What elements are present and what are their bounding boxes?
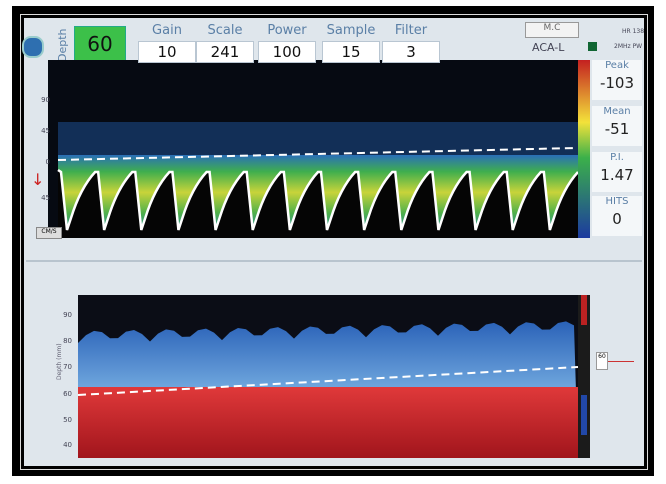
field-value: 241 [196,41,254,63]
axis-label: 40 [52,441,72,449]
spectrogram [48,60,590,238]
axis-label: 45 [30,194,50,202]
index-label: Mean [592,106,642,120]
unit-label: CM/S [36,227,62,239]
field-value: 3 [382,41,440,63]
m-mode-axis-title: Depth (mm) [56,343,63,380]
axis-label: 50 [52,416,72,424]
page: Depth 60 M.C ACA-L HR 138 2MHz PW CM/S ↓… [0,0,666,484]
field-value: 100 [258,41,316,63]
axis-label: 60 [52,390,72,398]
field-value: 15 [322,41,380,63]
vessel: ACA-L [532,41,564,54]
field-label: Power [258,23,316,38]
marker-line [608,361,634,362]
heart-rate: HR 138 [622,28,644,35]
index-label: Peak [592,60,642,74]
index-value: 0 [592,210,642,236]
axis-label: 80 [52,337,72,345]
mode-icon [588,42,597,51]
depth-marker: 60 [596,352,608,370]
m-mode [78,295,590,458]
depth-label: Depth [56,28,69,62]
index-value: 1.47 [592,166,642,192]
depth-value: 60 [74,26,126,62]
axis-label: 0 [30,158,50,166]
probe: M.C [525,22,579,38]
field-label: Gain [138,23,196,38]
logo-icon [22,36,44,58]
mode: 2MHz PW [614,43,642,50]
field-label: Filter [382,23,440,38]
axis-label: 45 [30,127,50,135]
axis-label: 90 [52,311,72,319]
index-value: -51 [592,120,642,146]
axis-label: 90 [30,96,50,104]
index-label: P.I. [592,152,642,166]
axis-label: 70 [52,363,72,371]
field-value: 10 [138,41,196,63]
field-label: Scale [196,23,254,38]
field-label: Sample [322,23,380,38]
index-label: HITS [592,196,642,210]
divider [26,260,642,262]
index-value: -103 [592,74,642,100]
